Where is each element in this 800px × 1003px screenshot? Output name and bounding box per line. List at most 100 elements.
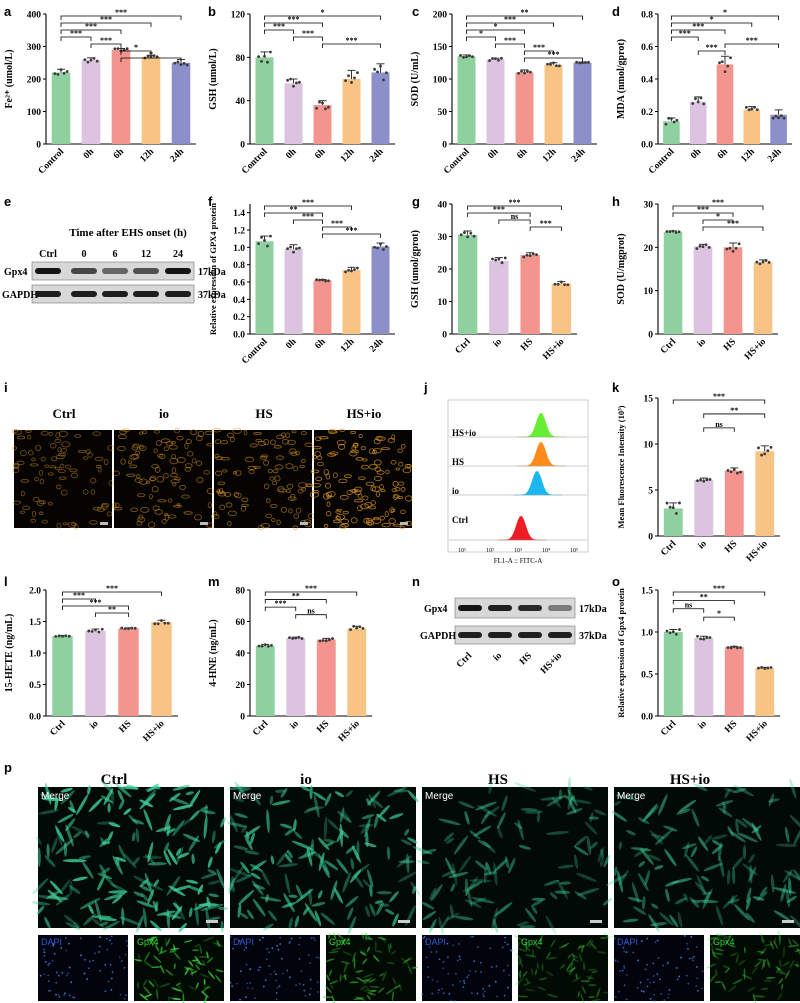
dapi-nucleus: [257, 969, 260, 972]
if-cell: [280, 787, 288, 798]
if-cell: [690, 846, 698, 858]
gpx4-cell: [524, 988, 536, 992]
cell-i: [339, 428, 345, 432]
dapi-nucleus: [309, 987, 312, 990]
chart-m-datapoint: [327, 638, 331, 642]
gpx4-cell: [707, 940, 717, 947]
cell-i: [399, 525, 405, 530]
chart-d-datapoint: [675, 118, 679, 122]
gpx4-cell: [706, 963, 717, 969]
cell-i: [181, 494, 190, 499]
if-cell: [132, 857, 140, 865]
dapi-nucleus: [61, 971, 64, 974]
if-cell: [367, 869, 374, 888]
dapi-nucleus: [266, 947, 269, 950]
gpx4-cell: [775, 966, 784, 973]
if-cell: [293, 818, 297, 832]
cell-i: [277, 486, 285, 493]
panel-p-images: [31, 777, 800, 1003]
if-cell: [95, 900, 102, 923]
if-cell: [241, 825, 248, 833]
if-cell: [283, 893, 295, 913]
chart-d-sig-label: ***: [746, 36, 758, 45]
if-cell: [441, 915, 450, 929]
cell-i: [156, 453, 164, 458]
cell-i: [379, 484, 384, 490]
if-cell: [55, 824, 63, 846]
chart-l-datapoint: [123, 627, 127, 631]
chart-a-sig-bracket: [60, 36, 92, 41]
cell-i: [395, 467, 400, 471]
cell-i: [392, 480, 399, 487]
dapi-nucleus: [310, 937, 313, 939]
gpx4-cell: [159, 983, 171, 988]
if-cell: [228, 786, 247, 790]
chart-d-bar: [743, 109, 761, 144]
gpx4-cell: [541, 963, 544, 972]
if-cell: [107, 803, 111, 813]
cell-i: [392, 493, 398, 500]
chart-k-sig-label: ***: [713, 392, 725, 401]
if-cell: [459, 856, 471, 872]
if-cell: [325, 841, 334, 847]
chart-a-sig-label: *: [149, 50, 153, 59]
chart-b-datapoint: [295, 81, 298, 85]
cell-i: [218, 487, 224, 494]
cell-i: [28, 450, 34, 456]
cell-i: [163, 446, 169, 452]
if-cell: [729, 831, 746, 843]
gpx4-cell: [325, 958, 335, 962]
if-cell: [398, 871, 417, 883]
gpx4-cell: [352, 952, 356, 963]
cell-i: [255, 438, 263, 443]
gpx4-cell: [390, 950, 396, 956]
chart-f-category-label: 0h: [284, 337, 299, 352]
dapi-nucleus: [446, 942, 449, 945]
dapi-nucleus: [240, 970, 242, 973]
chart-b-datapoint: [356, 71, 359, 75]
cell-i: [397, 448, 403, 453]
dapi-nucleus: [459, 958, 462, 961]
cell-i: [247, 465, 257, 470]
dapi-nucleus: [92, 959, 95, 962]
gpx4-cell: [793, 963, 800, 967]
chart-h-bar: [753, 262, 773, 334]
chart-c-ytick-label: 100: [433, 76, 448, 86]
if-cell: [60, 790, 75, 805]
dapi-nucleus: [124, 953, 127, 956]
if-cell: [102, 841, 111, 845]
if-cell: [348, 916, 357, 934]
cell-i: [185, 439, 193, 445]
if-cell: [91, 918, 105, 928]
gpx4-cell: [379, 972, 385, 977]
cell-i: [350, 431, 356, 434]
if-cell: [220, 920, 224, 933]
blot-e-bands-gapdh-band: [102, 291, 128, 297]
cell-i: [114, 502, 120, 508]
chart-c-sig-bracket: [466, 15, 583, 20]
chart-o-ylabel: Relative expression of Gpx4 protein: [616, 588, 626, 718]
chart-f-sig-label: ***: [302, 198, 314, 207]
cell-i: [196, 477, 204, 484]
chart-b-datapoint: [321, 101, 324, 105]
gpx4-cell: [341, 938, 346, 946]
gpx4-cell: [195, 962, 205, 966]
if-cell: [474, 860, 488, 871]
if-cell: [98, 917, 118, 922]
merge-label: Merge: [41, 791, 70, 802]
dapi-nucleus: [474, 970, 477, 973]
cell-i: [392, 523, 402, 527]
cell-i: [170, 472, 179, 478]
chart-h-sig-bracket: [702, 219, 734, 224]
if-cell: [194, 902, 199, 926]
chart-a-bar: [81, 60, 101, 144]
dapi-nucleus: [86, 978, 88, 980]
gpx4-cell: [535, 969, 538, 976]
if-cell: [573, 854, 579, 869]
chart-o-bar: [663, 632, 683, 716]
cell-i: [31, 510, 36, 518]
cell-i: [333, 472, 338, 479]
dapi-nucleus: [430, 951, 433, 953]
gpx4-cell: [379, 934, 386, 944]
